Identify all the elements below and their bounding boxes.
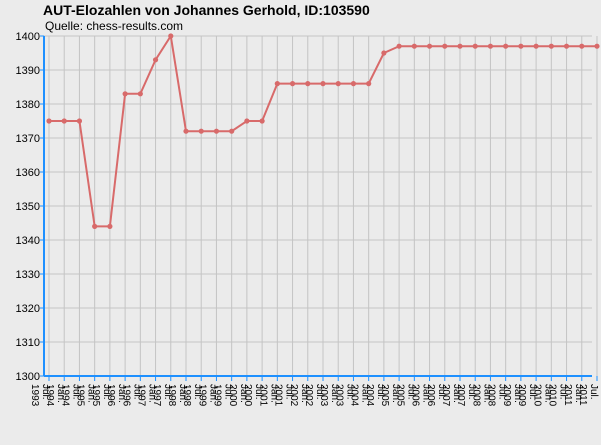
data-point [594, 43, 600, 49]
x-tick-label: Jul.2010 [547, 384, 569, 407]
data-point [289, 81, 296, 87]
data-point [198, 128, 204, 134]
x-tick-label: Jan.2009 [501, 384, 523, 407]
data-point [381, 50, 387, 56]
data-point [548, 43, 554, 49]
series-group [46, 33, 600, 229]
y-tick-label: 1350 [16, 201, 40, 213]
x-tick-label: Jul.2008 [486, 384, 508, 407]
data-point [61, 118, 67, 124]
y-tick-label: 1360 [16, 167, 40, 179]
x-tick-label: Jan.2004 [349, 384, 371, 407]
x-tick-label: Jul.1998 [181, 384, 203, 407]
y-tick-label: 1340 [16, 235, 40, 247]
data-point [107, 223, 113, 229]
data-point [274, 81, 280, 87]
x-tick-label: Jul.2011 [577, 384, 599, 406]
data-point [457, 43, 463, 49]
data-point [320, 81, 326, 87]
x-tick-label: Jan.2003 [318, 384, 340, 407]
y-tick-label: 1390 [16, 65, 40, 77]
x-tick-label: Jan.2008 [470, 384, 492, 407]
x-tick-label: Jul.2000 [242, 384, 264, 407]
data-point [426, 43, 433, 49]
data-point [518, 43, 524, 49]
data-point [503, 43, 509, 49]
data-point [472, 43, 478, 49]
x-tick-label: Jul.2002 [303, 384, 325, 407]
y-tick-label: 1380 [16, 99, 40, 111]
data-point [122, 91, 128, 97]
x-tick-label: Jan.1995 [75, 384, 97, 407]
data-point [335, 81, 341, 87]
y-tick-label: 1310 [16, 337, 40, 349]
chart-subtitle: Quelle: chess-results.com [45, 19, 184, 33]
x-tick-label: Jan.2006 [410, 384, 432, 407]
x-tick-label: Jan.2000 [227, 384, 249, 407]
y-tick-label: 1300 [16, 371, 40, 383]
x-tick-label: Jan.2011 [562, 384, 584, 406]
x-tick-label: Jul.2003 [333, 384, 355, 407]
x-tick-label: Jan.2010 [531, 384, 553, 407]
x-tick-label: Jan.1997 [136, 384, 158, 407]
x-tick-label: Jan.2007 [440, 384, 462, 407]
data-point [579, 43, 585, 49]
y-tick-label: 1320 [16, 303, 40, 315]
x-tick-label: Jan.2005 [379, 384, 401, 407]
x-tick-label: Jul.1996 [120, 384, 142, 407]
data-point [137, 91, 143, 97]
x-tick-label: Jul.1999 [212, 384, 234, 407]
x-tick-label: Jul.2007 [455, 384, 477, 407]
x-tick-label: Jul.2006 [425, 384, 447, 407]
data-point [229, 128, 235, 134]
x-tick-label: Jul.1993 [29, 384, 51, 407]
data-point [92, 223, 98, 229]
data-point [563, 43, 570, 49]
y-tick-label: 1400 [16, 31, 40, 43]
data-point [533, 43, 539, 49]
x-tick-label: Jan.1998 [166, 384, 188, 407]
grid-lines [44, 35, 598, 377]
x-tick-label: Jul.2004 [364, 384, 386, 407]
data-point [244, 118, 250, 124]
data-point [213, 128, 220, 134]
y-tick-label: 1370 [16, 133, 40, 145]
x-tick-label: Jul.2009 [516, 384, 538, 407]
data-point [305, 81, 311, 87]
data-point [411, 43, 417, 49]
data-point [76, 118, 83, 124]
y-tick-label: 1330 [16, 269, 40, 281]
x-tick-label: Jan.1994 [44, 384, 66, 407]
data-point [168, 33, 174, 39]
x-tick-label: Jan.2002 [288, 384, 310, 407]
x-tick-label: Jan.2001 [257, 384, 279, 407]
x-tick-label: Jan.1999 [196, 384, 218, 407]
data-point [152, 57, 159, 63]
data-point [366, 81, 372, 87]
data-point [183, 128, 189, 134]
y-axis-ticks: 1300 1310 1320 1330 1340 1350 1360 1370 1380 1390… [16, 31, 44, 383]
x-tick-label: Jul.2001 [273, 384, 295, 407]
data-point [442, 43, 448, 49]
x-tick-label: Jul.1995 [90, 384, 112, 407]
data-point [46, 118, 52, 124]
data-point [396, 43, 402, 49]
x-axis-ticks: Jul.1993 Jan.1994 Jul.1994 Jan.1995 Jul.1995… [29, 376, 599, 407]
data-point [487, 43, 494, 49]
x-tick-label: Jul.1994 [59, 384, 81, 407]
data-point [350, 81, 357, 87]
chart-title: AUT-Elozahlen von Johannes Gerhold, ID:1… [43, 2, 370, 18]
data-point [259, 118, 265, 124]
x-tick-label: Jul.1997 [151, 384, 173, 407]
x-tick-label: Jan.1996 [105, 384, 127, 407]
x-tick-label: Jul.2005 [394, 384, 416, 407]
